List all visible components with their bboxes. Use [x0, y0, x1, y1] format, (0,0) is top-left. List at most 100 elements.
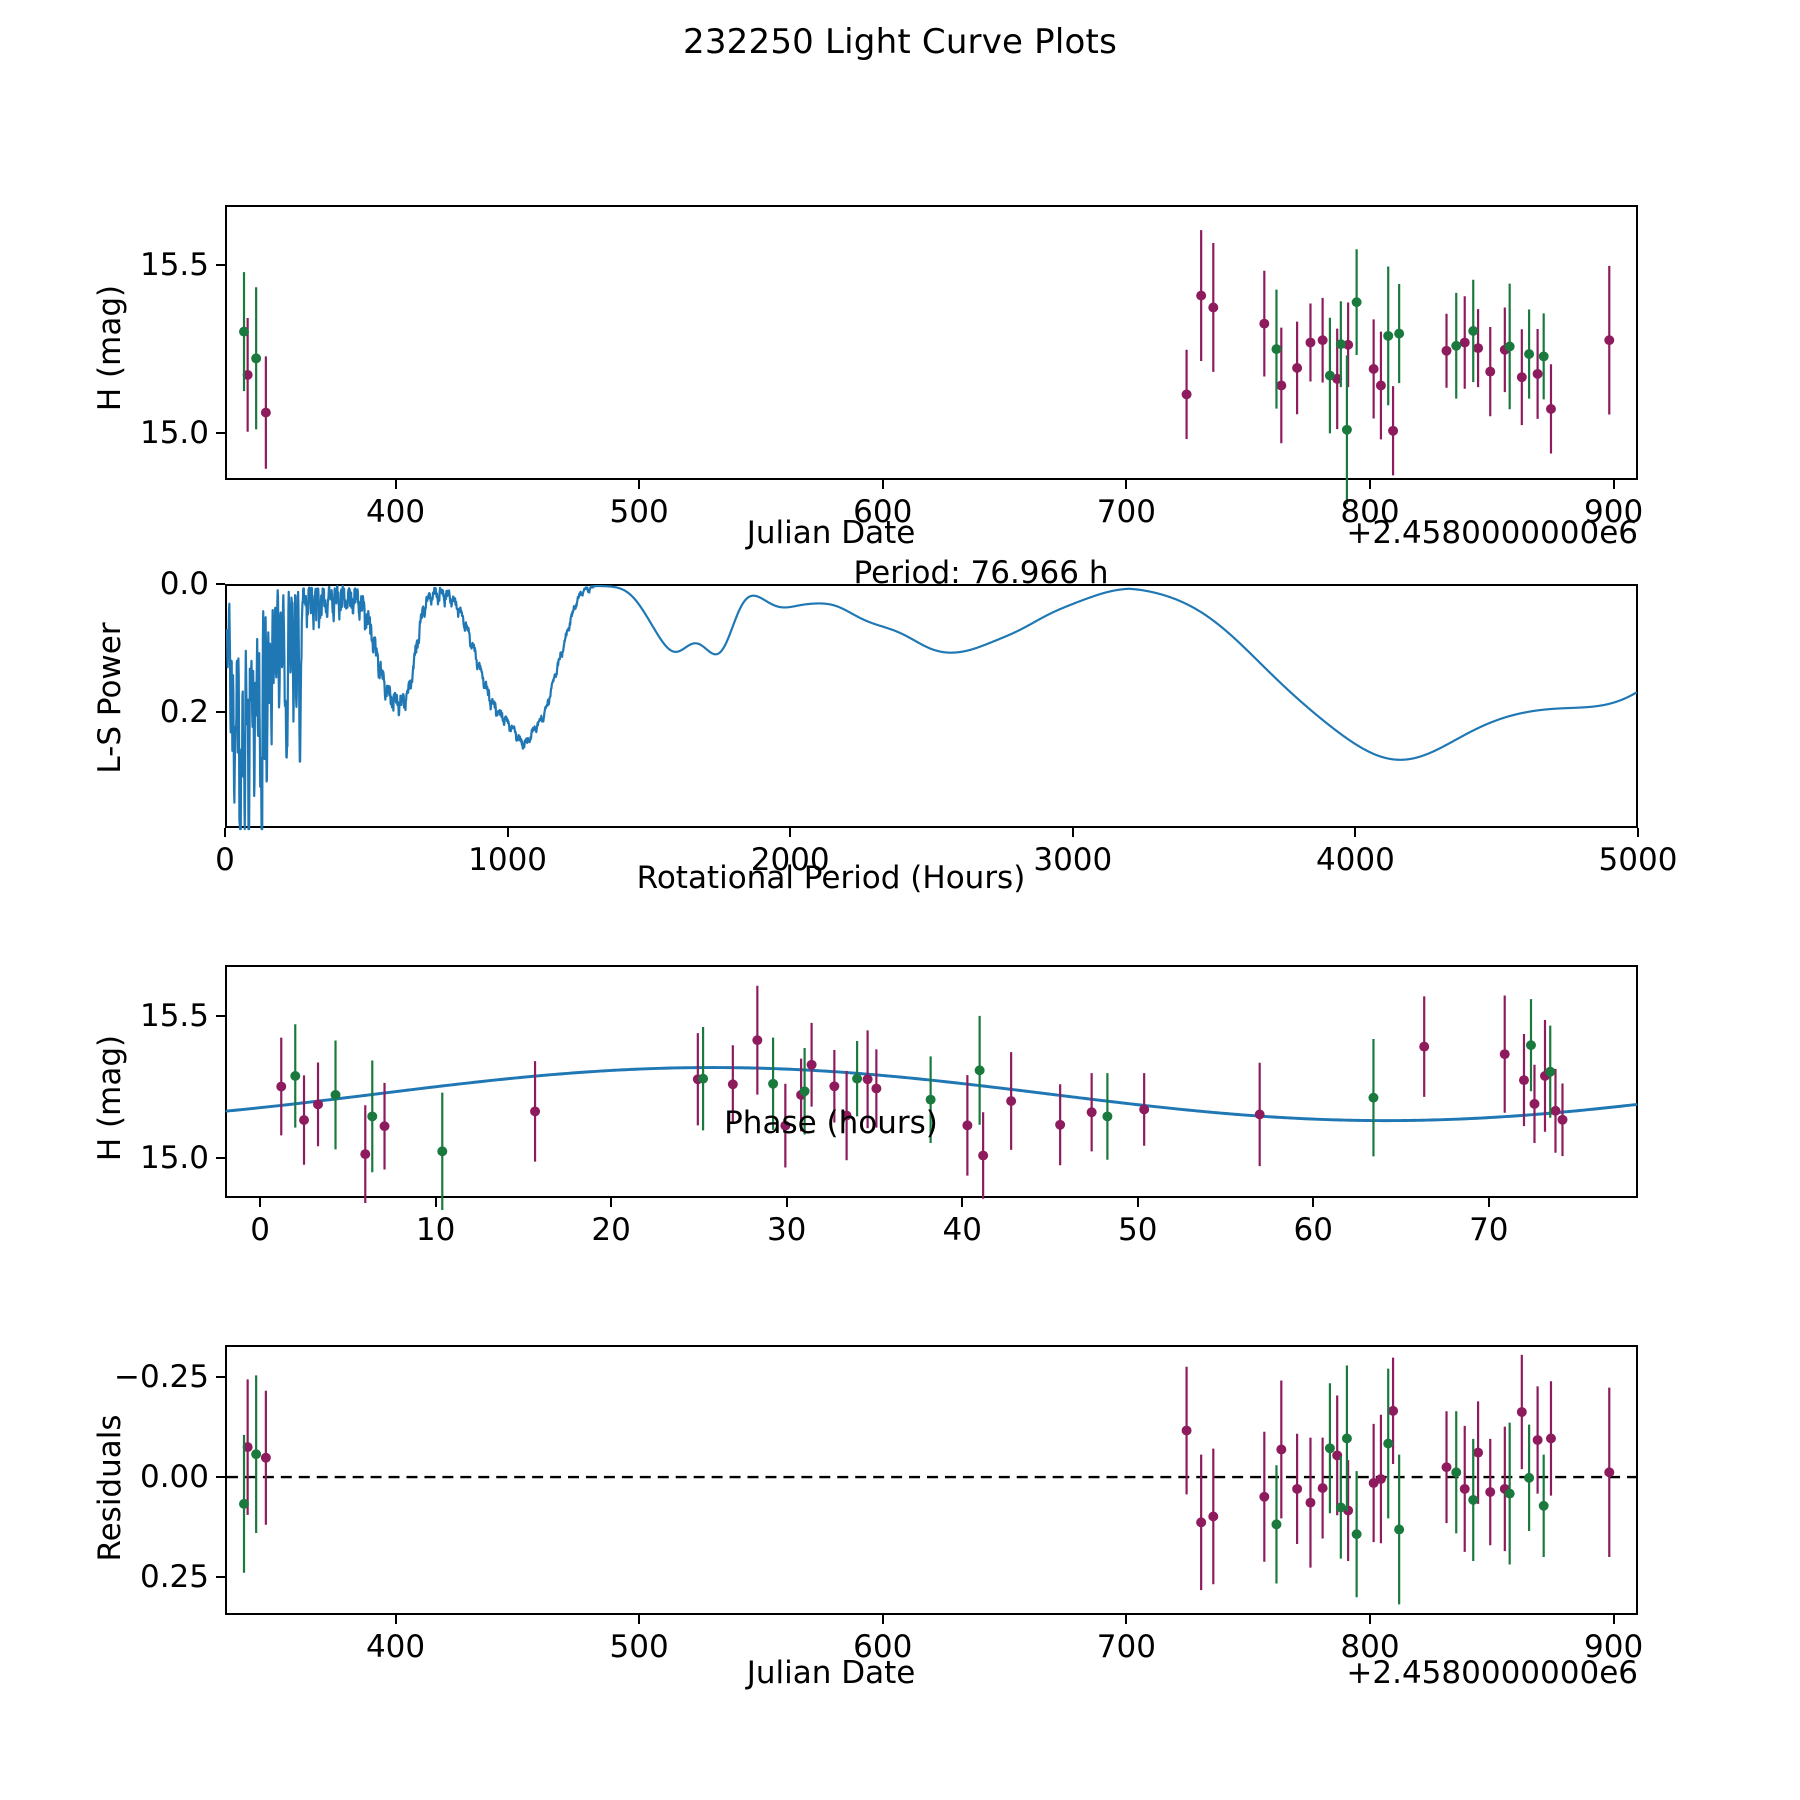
- data-point: [1524, 349, 1535, 359]
- y-tick-mark: [216, 711, 225, 714]
- data-point: [1545, 404, 1556, 414]
- data-point: [974, 1065, 985, 1076]
- data-point: [1259, 1491, 1270, 1502]
- y-tick-label: 15.0: [139, 1140, 209, 1177]
- data-point: [242, 1442, 253, 1453]
- data-point: [1504, 341, 1515, 352]
- data-point: [1292, 1483, 1303, 1494]
- series-series_b: [239, 1365, 1549, 1605]
- data-point: [1317, 335, 1328, 346]
- y-tick-label: 15.5: [139, 998, 209, 1035]
- ylabel-ls-power: L-S Power: [92, 622, 128, 774]
- data-point: [1485, 366, 1496, 377]
- x-tick-mark: [1612, 480, 1615, 489]
- data-point: [799, 1086, 810, 1097]
- data-point: [1516, 1407, 1527, 1417]
- data-point: [962, 1120, 973, 1131]
- data-point: [1254, 1109, 1265, 1120]
- axes-phase-folded: [225, 965, 1638, 1210]
- x-tick-mark: [394, 1615, 397, 1624]
- data-point: [1394, 328, 1405, 339]
- x-tick-label: 70: [1469, 1212, 1509, 1248]
- data-point: [871, 1083, 882, 1094]
- x-tick-mark: [394, 480, 397, 489]
- x-tick-label: 0: [215, 842, 235, 878]
- data-point: [290, 1071, 301, 1081]
- x-tick-label: 0: [250, 1212, 270, 1248]
- y-tick-label: 0.2: [159, 694, 209, 731]
- data-point: [1538, 1500, 1549, 1511]
- y-tick-mark: [216, 264, 225, 267]
- data-point: [852, 1073, 863, 1084]
- data-point: [829, 1081, 840, 1092]
- data-point: [1516, 372, 1527, 383]
- data-point: [1604, 335, 1615, 346]
- data-point: [1557, 1114, 1568, 1125]
- y-tick-label: 15.5: [139, 247, 209, 284]
- x-offset-text-panel1: +2.4580000000e6: [1346, 515, 1638, 551]
- data-point: [806, 1059, 817, 1070]
- x-tick-label: 2000: [750, 842, 830, 878]
- data-point: [251, 353, 262, 364]
- x-tick-mark: [638, 1615, 641, 1624]
- x-tick-label: 700: [1096, 494, 1156, 530]
- y-tick-mark: [216, 1576, 225, 1578]
- xlabel-rotational-period: Rotational Period (Hours): [636, 860, 1026, 896]
- xlabel-phase-hours: Phase (hours): [724, 1105, 938, 1141]
- data-point: [1532, 1435, 1543, 1445]
- x-tick-mark: [1369, 480, 1372, 489]
- data-point: [1271, 1519, 1282, 1530]
- y-tick-label: −0.25: [114, 1359, 209, 1395]
- data-point: [1324, 1443, 1335, 1454]
- data-point: [1332, 1450, 1343, 1461]
- x-tick-label: 400: [365, 1629, 426, 1665]
- x-tick-mark: [638, 480, 641, 489]
- x-tick-mark: [610, 1198, 613, 1207]
- data-point: [1604, 1467, 1615, 1478]
- data-point: [862, 1074, 873, 1085]
- y-tick-label: 0.0: [159, 566, 209, 602]
- figure-title: 232250 Light Curve Plots: [683, 22, 1117, 62]
- data-point: [1473, 343, 1484, 354]
- x-tick-mark: [1354, 828, 1357, 837]
- series-series_a: [242, 230, 1615, 476]
- x-tick-mark: [224, 828, 226, 837]
- data-point: [1518, 1075, 1529, 1086]
- panel-lightcurve-vs-date: H (mag) Julian Date +2.4580000000e6 400 5…: [0, 0, 1800, 560]
- data-point: [1181, 1425, 1192, 1436]
- x-tick-mark: [1369, 1615, 1372, 1624]
- data-point: [1276, 1444, 1287, 1455]
- x-tick-mark: [1071, 828, 1074, 837]
- x-tick-label: 1000: [468, 842, 548, 878]
- series-series_b: [290, 999, 1556, 1210]
- data-point: [1368, 1092, 1379, 1103]
- data-point: [239, 326, 249, 337]
- x-tick-mark: [1136, 1198, 1139, 1207]
- data-point: [1441, 1462, 1452, 1473]
- x-tick-label: 600: [853, 494, 913, 530]
- x-tick-label: 40: [942, 1212, 982, 1248]
- data-point: [251, 1449, 262, 1460]
- data-point: [1468, 326, 1479, 336]
- periodogram-line: [225, 584, 1638, 831]
- data-point: [1459, 1483, 1470, 1494]
- period-annotation: Period: 76.966 h: [853, 555, 1109, 591]
- data-point: [1055, 1119, 1066, 1130]
- data-point: [437, 1146, 448, 1157]
- ylabel-h-mag-panel3: H (mag): [92, 1034, 128, 1162]
- data-point: [299, 1115, 309, 1125]
- data-point: [1468, 1494, 1479, 1505]
- data-point: [1351, 1529, 1362, 1540]
- data-point: [1196, 1517, 1207, 1528]
- x-tick-label: 60: [1293, 1212, 1333, 1248]
- x-tick-mark: [434, 1198, 437, 1207]
- data-point: [1459, 337, 1470, 348]
- x-tick-label: 600: [853, 1629, 913, 1665]
- data-point: [1451, 1467, 1462, 1478]
- axes-residuals: [225, 1345, 1638, 1615]
- data-point: [1196, 290, 1207, 301]
- panel-phase-folded: H (mag) Phase (hours) 0 10 20 30 40 50 60 70 15.…: [0, 920, 1800, 1248]
- data-point: [1208, 1511, 1219, 1522]
- data-point: [276, 1081, 287, 1092]
- data-point: [367, 1111, 378, 1122]
